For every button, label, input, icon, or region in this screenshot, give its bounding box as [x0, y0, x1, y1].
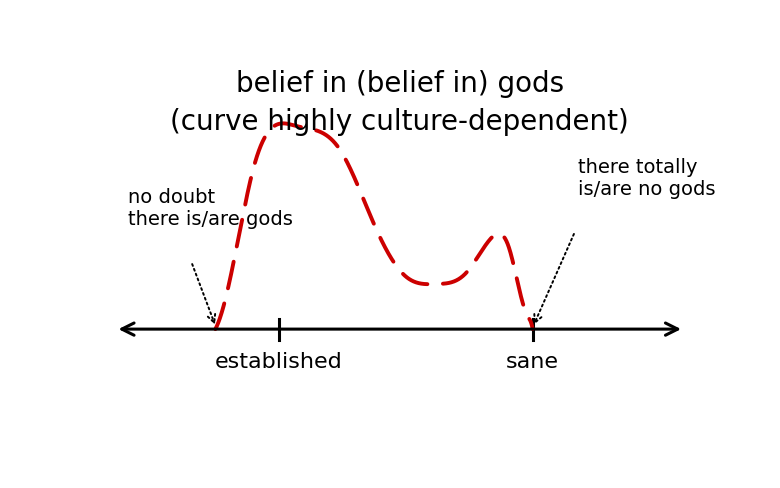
Text: sane: sane [506, 352, 559, 372]
Text: no doubt
there is/are gods: no doubt there is/are gods [128, 188, 292, 229]
Text: there totally
is/are no gods: there totally is/are no gods [578, 158, 715, 199]
Text: belief in (belief in) gods
(curve highly culture-dependent): belief in (belief in) gods (curve highly… [170, 70, 629, 136]
Text: established: established [215, 352, 342, 372]
